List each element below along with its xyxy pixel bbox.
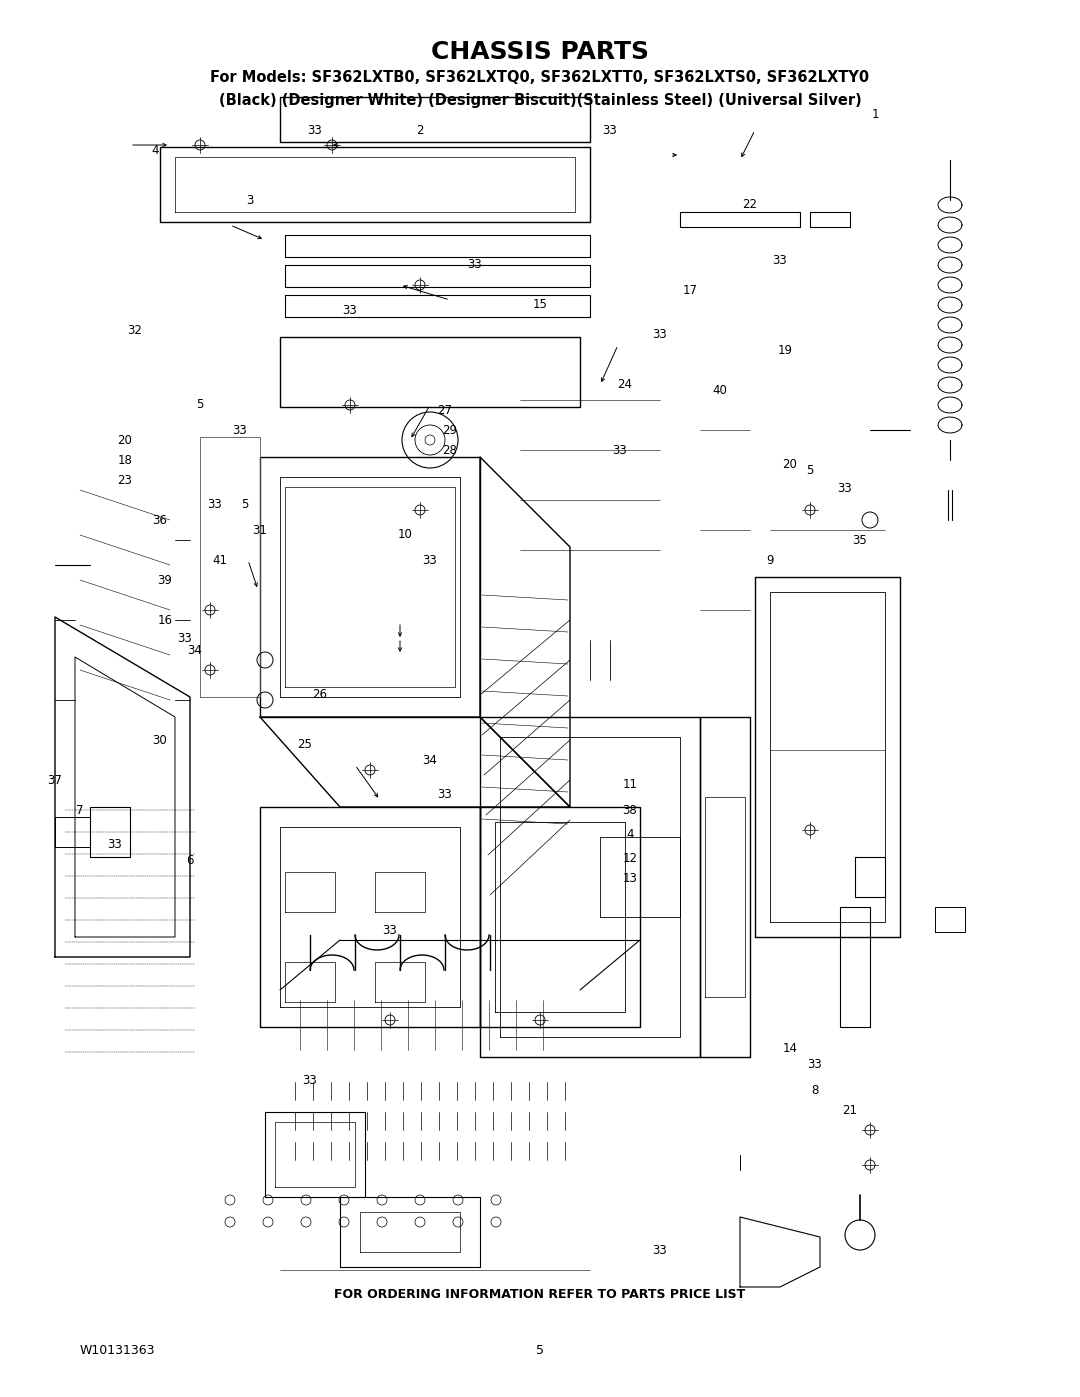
Text: CHASSIS PARTS: CHASSIS PARTS	[431, 41, 649, 64]
Text: 33: 33	[382, 923, 397, 936]
Text: 15: 15	[532, 299, 548, 312]
Text: FOR ORDERING INFORMATION REFER TO PARTS PRICE LIST: FOR ORDERING INFORMATION REFER TO PARTS …	[335, 1288, 745, 1302]
Text: 30: 30	[152, 733, 167, 746]
Text: 40: 40	[713, 384, 728, 397]
Text: 33: 33	[308, 123, 322, 137]
Text: 11: 11	[622, 778, 637, 792]
Text: 14: 14	[783, 1042, 797, 1055]
Text: 17: 17	[683, 284, 698, 296]
Text: 4: 4	[151, 144, 159, 156]
Text: 33: 33	[652, 328, 667, 341]
Text: 34: 34	[188, 644, 202, 657]
Text: W10131363: W10131363	[80, 1344, 156, 1356]
Text: 33: 33	[302, 1073, 318, 1087]
Text: 25: 25	[298, 739, 312, 752]
Text: 4: 4	[626, 828, 634, 841]
Text: 33: 33	[652, 1243, 667, 1256]
Text: 38: 38	[623, 803, 637, 816]
Text: 33: 33	[422, 553, 437, 567]
Text: 33: 33	[468, 258, 483, 271]
Text: 37: 37	[48, 774, 63, 787]
Text: 31: 31	[253, 524, 268, 536]
Text: (Black) (Designer White) (Designer Biscuit)(Stainless Steel) (Universal Silver): (Black) (Designer White) (Designer Biscu…	[218, 92, 862, 108]
Text: 16: 16	[158, 613, 173, 626]
Text: 27: 27	[437, 404, 453, 416]
Text: For Models: SF362LXTB0, SF362LXTQ0, SF362LXTT0, SF362LXTS0, SF362LXTY0: For Models: SF362LXTB0, SF362LXTQ0, SF36…	[211, 70, 869, 85]
Text: 5: 5	[197, 398, 204, 412]
Text: 1: 1	[872, 109, 879, 122]
Text: 35: 35	[852, 534, 867, 546]
Text: 20: 20	[118, 433, 133, 447]
Text: 10: 10	[397, 528, 413, 542]
Text: 28: 28	[443, 443, 458, 457]
Text: 41: 41	[213, 553, 228, 567]
Text: 6: 6	[186, 854, 193, 866]
Text: 36: 36	[152, 514, 167, 527]
Text: 33: 33	[108, 838, 122, 852]
Text: 21: 21	[842, 1104, 858, 1116]
Text: 5: 5	[807, 464, 813, 476]
Text: 29: 29	[443, 423, 458, 436]
Text: 33: 33	[772, 253, 787, 267]
Text: 23: 23	[118, 474, 133, 486]
Text: 9: 9	[766, 553, 773, 567]
Text: 20: 20	[783, 458, 797, 472]
Text: 13: 13	[622, 872, 637, 884]
Text: 33: 33	[603, 123, 618, 137]
Text: 26: 26	[312, 689, 327, 701]
Text: 33: 33	[232, 423, 247, 436]
Text: 5: 5	[536, 1344, 544, 1356]
Text: 33: 33	[342, 303, 357, 317]
Text: 12: 12	[622, 852, 637, 865]
Text: 34: 34	[422, 753, 437, 767]
Text: 33: 33	[437, 788, 453, 802]
Text: 19: 19	[778, 344, 793, 356]
Text: 33: 33	[177, 631, 192, 644]
Text: 5: 5	[241, 499, 248, 511]
Text: 33: 33	[808, 1059, 822, 1071]
Text: 24: 24	[618, 379, 633, 391]
Text: 32: 32	[127, 324, 143, 337]
Text: 22: 22	[743, 198, 757, 211]
Text: 33: 33	[612, 443, 627, 457]
Text: 33: 33	[838, 482, 852, 495]
Text: 18: 18	[118, 454, 133, 467]
Text: 33: 33	[207, 499, 222, 511]
Text: 39: 39	[158, 574, 173, 587]
Text: 7: 7	[77, 803, 84, 816]
Text: 8: 8	[811, 1084, 819, 1097]
Text: 2: 2	[416, 123, 423, 137]
Text: 3: 3	[246, 194, 254, 207]
